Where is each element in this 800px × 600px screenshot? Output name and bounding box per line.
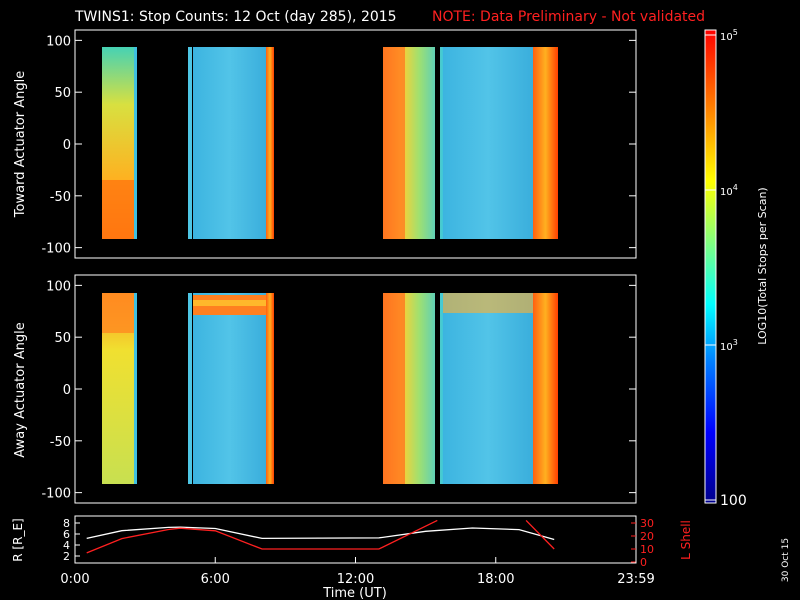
colorbar-tick-label: 103 <box>720 338 738 353</box>
colorbar-label: LOG10(Total Stops per Scan) <box>756 187 769 344</box>
orbit-right-tick-label: 30 <box>640 517 654 530</box>
away-tick-label: -100 <box>41 487 71 502</box>
time-tick-label: 6:00 <box>201 572 230 587</box>
toward-heatmap-data <box>102 47 558 239</box>
colorbar-gradient <box>704 29 717 504</box>
orbit-ylabel-left: R [R_E] <box>11 518 25 561</box>
orbit-right-tick-label: 10 <box>640 543 654 556</box>
x-axis-label: Time (UT) <box>322 586 387 600</box>
toward-tick-label: -100 <box>41 242 71 257</box>
colorbar: 105 104 103 100 LOG10(Total Stops per Scan) <box>704 28 769 509</box>
toward-tick-label: 0 <box>63 138 71 153</box>
colorbar-tick-label: 105 <box>720 28 738 43</box>
away-y-ticks: 100 50 0 -50 -100 <box>41 279 636 502</box>
time-tick-label: 0:00 <box>60 572 89 587</box>
panel-away: 100 50 0 -50 -100 Away Actuator Angle <box>13 274 637 504</box>
chart-title: TWINS1: Stop Counts: 12 Oct (day 285), 2… <box>74 9 397 25</box>
toward-tick-label: -50 <box>50 190 71 205</box>
away-tick-label: -50 <box>50 435 71 450</box>
toward-ylabel: Toward Actuator Angle <box>13 71 28 218</box>
orbit-right-tick-label: 20 <box>640 530 654 543</box>
away-tick-label: 0 <box>63 383 71 398</box>
date-stamp: 30 Oct 15 <box>781 538 791 582</box>
orbit-left-tick-label: 4 <box>63 539 70 552</box>
time-tick-label: 18:00 <box>477 572 514 587</box>
away-ylabel: Away Actuator Angle <box>13 322 28 457</box>
r-distance-line <box>86 526 555 541</box>
time-tick-label: 23:59 <box>617 572 654 587</box>
panel-toward: 100 50 0 -50 -100 Toward Actuator Angle <box>13 29 637 259</box>
orbit-left-tick-label: 8 <box>63 517 70 530</box>
time-tick-label: 12:00 <box>337 572 374 587</box>
orbit-left-tick-label: 6 <box>63 528 70 541</box>
toward-tick-label: 100 <box>46 34 71 49</box>
l-shell-line <box>86 519 438 554</box>
orbit-right-tick-label: 0 <box>640 556 647 569</box>
time-x-ticks: 0:00 6:00 12:00 18:00 23:59 <box>60 557 655 587</box>
away-heatmap-data <box>102 293 558 484</box>
preliminary-note: NOTE: Data Preliminary - Not validated <box>432 9 705 25</box>
colorbar-tick-label: 100 <box>720 493 747 509</box>
away-tick-label: 100 <box>46 279 71 294</box>
orbit-left-tick-label: 2 <box>63 550 70 563</box>
orbit-series <box>86 519 555 554</box>
l-shell-line <box>525 519 555 550</box>
colorbar-tick-label: 104 <box>720 183 738 198</box>
away-tick-label: 50 <box>54 331 71 346</box>
orbit-ylabel-right: L Shell <box>679 520 693 560</box>
toward-y-ticks: 100 50 0 -50 -100 <box>41 34 636 257</box>
toward-tick-label: 50 <box>54 86 71 101</box>
colorbar-ticks: 105 104 103 100 <box>705 28 747 509</box>
